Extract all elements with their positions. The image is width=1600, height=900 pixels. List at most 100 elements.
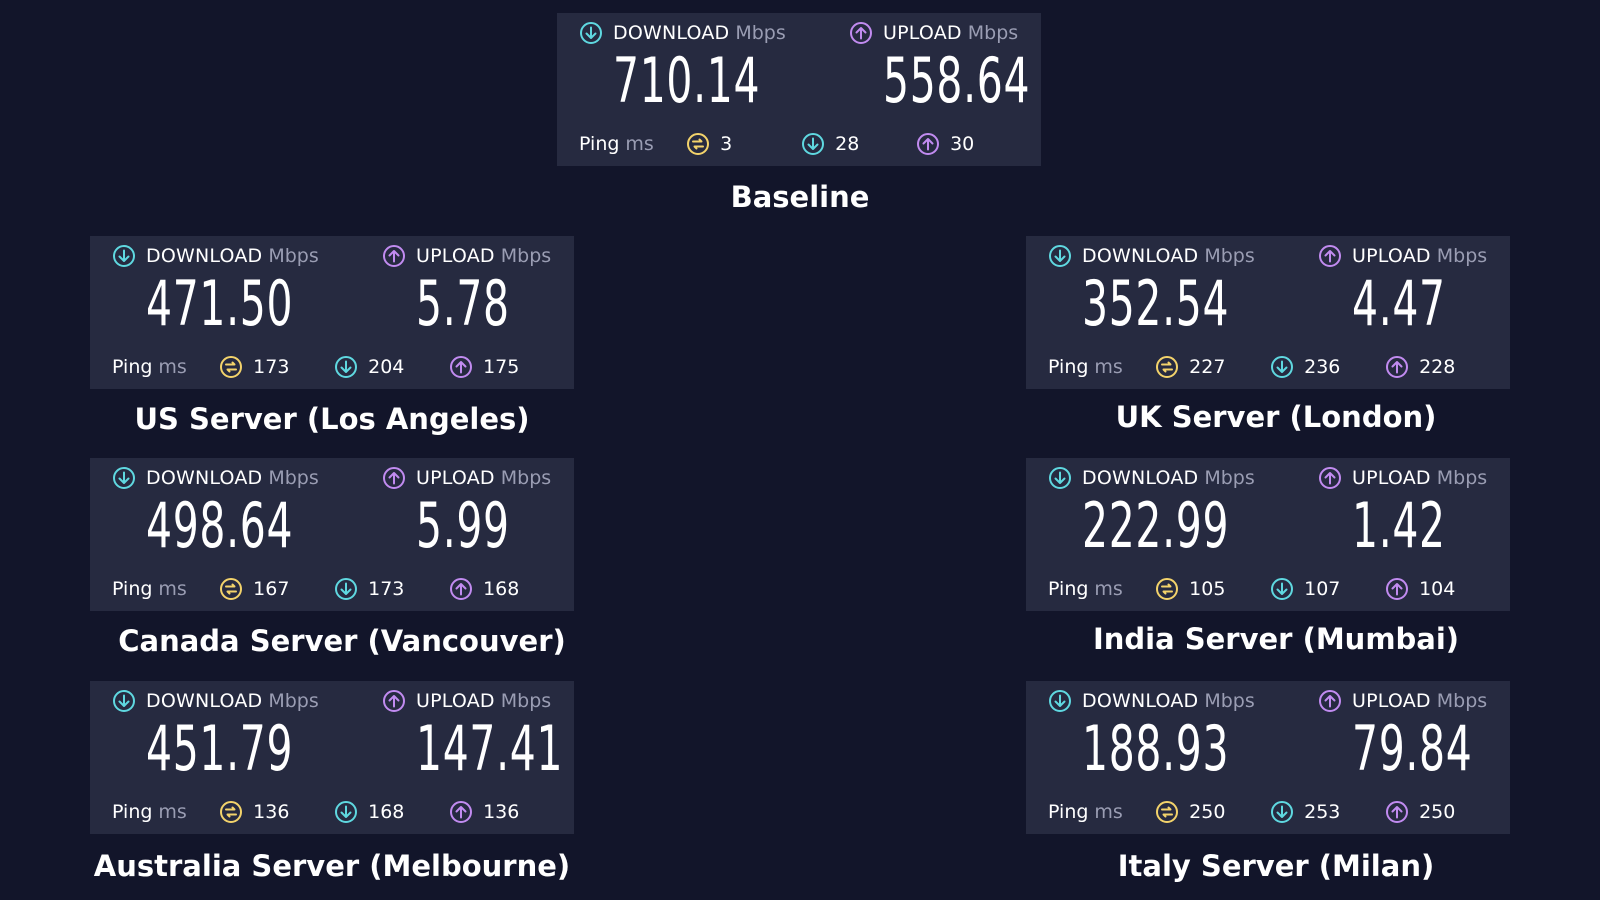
upload-icon — [382, 244, 406, 268]
upload-unit: Mbps — [1436, 245, 1488, 267]
ping-upload-value: 228 — [1419, 356, 1456, 378]
ping-download-value: 107 — [1304, 578, 1341, 600]
upload-icon — [449, 577, 473, 601]
ping-idle-value: 3 — [720, 133, 733, 155]
ping-upload: 30 — [916, 132, 1031, 156]
ping-upload-value: 104 — [1419, 578, 1456, 600]
download-unit: Mbps — [268, 467, 319, 489]
upload-icon — [1318, 466, 1342, 490]
download-label: DOWNLOAD — [1082, 467, 1199, 489]
upload-speed-value: 5.99 — [416, 489, 510, 562]
ping-row: Ping ms 173 204 175 — [112, 353, 564, 381]
ping-upload-value: 30 — [950, 133, 975, 155]
upload-label: UPLOAD — [416, 245, 495, 267]
ping-upload: 104 — [1385, 577, 1500, 601]
download-header: DOWNLOAD Mbps — [1048, 688, 1255, 714]
ping-label: Ping ms — [112, 801, 219, 823]
upload-icon — [1318, 689, 1342, 713]
ping-jitter-icon — [219, 355, 243, 379]
ping-download-value: 173 — [368, 578, 405, 600]
ping-download: 236 — [1270, 355, 1385, 379]
download-label: DOWNLOAD — [146, 467, 263, 489]
upload-label: UPLOAD — [1352, 690, 1431, 712]
ping-download-value: 204 — [368, 356, 405, 378]
download-icon — [334, 577, 358, 601]
ping-idle: 105 — [1155, 577, 1270, 601]
upload-icon — [1385, 577, 1409, 601]
ping-label-text: Ping — [1048, 578, 1089, 600]
download-icon — [1048, 466, 1072, 490]
ping-idle: 167 — [219, 577, 334, 601]
upload-icon — [916, 132, 940, 156]
ping-idle-value: 250 — [1189, 801, 1226, 823]
speed-test-panel-italy-milan: DOWNLOAD Mbps UPLOAD Mbps 188.93 79.84 P… — [1026, 681, 1510, 834]
upload-header: UPLOAD Mbps — [382, 243, 551, 269]
ping-upload: 136 — [449, 800, 564, 824]
ping-idle-value: 167 — [253, 578, 290, 600]
download-header: DOWNLOAD Mbps — [112, 465, 319, 491]
upload-speed-value: 5.78 — [416, 267, 510, 340]
ping-jitter-icon — [1155, 800, 1179, 824]
ping-jitter-icon — [219, 800, 243, 824]
upload-unit: Mbps — [500, 690, 552, 712]
ping-label-text: Ping — [112, 356, 153, 378]
download-speed-value: 710.14 — [613, 44, 761, 117]
download-header: DOWNLOAD Mbps — [112, 243, 319, 269]
upload-speed-value: 4.47 — [1352, 267, 1446, 340]
download-speed-value: 498.64 — [146, 489, 294, 562]
download-icon — [801, 132, 825, 156]
speed-test-panel-canada-vancouver: DOWNLOAD Mbps UPLOAD Mbps 498.64 5.99 Pi… — [90, 458, 574, 611]
ping-unit: ms — [1094, 578, 1123, 600]
download-icon — [334, 355, 358, 379]
ping-idle: 173 — [219, 355, 334, 379]
ping-unit: ms — [625, 133, 654, 155]
download-icon — [112, 244, 136, 268]
upload-icon — [382, 689, 406, 713]
download-speed-value: 451.79 — [146, 712, 294, 785]
upload-unit: Mbps — [1436, 690, 1488, 712]
speed-test-panel-australia-melbourne: DOWNLOAD Mbps UPLOAD Mbps 451.79 147.41 … — [90, 681, 574, 834]
ping-jitter-icon — [686, 132, 710, 156]
ping-upload: 175 — [449, 355, 564, 379]
ping-unit: ms — [1094, 801, 1123, 823]
upload-icon — [449, 355, 473, 379]
speed-test-panel-india-mumbai: DOWNLOAD Mbps UPLOAD Mbps 222.99 1.42 Pi… — [1026, 458, 1510, 611]
ping-label-text: Ping — [579, 133, 620, 155]
speed-test-panel-us-los-angeles: DOWNLOAD Mbps UPLOAD Mbps 471.50 5.78 Pi… — [90, 236, 574, 389]
download-label: DOWNLOAD — [613, 22, 730, 44]
upload-header: UPLOAD Mbps — [382, 465, 551, 491]
upload-icon — [1385, 355, 1409, 379]
caption-italy-milan: Italy Server (Milan) — [1117, 849, 1435, 883]
download-icon — [112, 466, 136, 490]
upload-icon — [1385, 800, 1409, 824]
upload-icon — [1318, 244, 1342, 268]
upload-unit: Mbps — [500, 467, 552, 489]
caption-india-mumbai: India Server (Mumbai) — [1092, 622, 1460, 656]
ping-idle: 136 — [219, 800, 334, 824]
upload-label: UPLOAD — [1352, 467, 1431, 489]
ping-label-text: Ping — [1048, 356, 1089, 378]
ping-upload: 228 — [1385, 355, 1500, 379]
download-speed-value: 352.54 — [1082, 267, 1230, 340]
download-icon — [1270, 800, 1294, 824]
download-speed-value: 471.50 — [146, 267, 294, 340]
download-icon — [334, 800, 358, 824]
ping-download: 173 — [334, 577, 449, 601]
ping-download: 107 — [1270, 577, 1385, 601]
upload-speed-value: 147.41 — [416, 712, 564, 785]
upload-unit: Mbps — [1436, 467, 1488, 489]
upload-header: UPLOAD Mbps — [382, 688, 551, 714]
download-header: DOWNLOAD Mbps — [579, 20, 786, 46]
ping-label-text: Ping — [112, 801, 153, 823]
ping-idle-value: 105 — [1189, 578, 1226, 600]
caption-uk-london: UK Server (London) — [1115, 400, 1437, 434]
download-label: DOWNLOAD — [146, 245, 263, 267]
ping-label: Ping ms — [579, 133, 686, 155]
ping-row: Ping ms 105 107 104 — [1048, 575, 1500, 603]
caption-us-los-angeles: US Server (Los Angeles) — [134, 402, 530, 436]
upload-header: UPLOAD Mbps — [1318, 465, 1487, 491]
upload-label: UPLOAD — [1352, 245, 1431, 267]
upload-icon — [382, 466, 406, 490]
download-icon — [112, 689, 136, 713]
ping-label: Ping ms — [112, 578, 219, 600]
